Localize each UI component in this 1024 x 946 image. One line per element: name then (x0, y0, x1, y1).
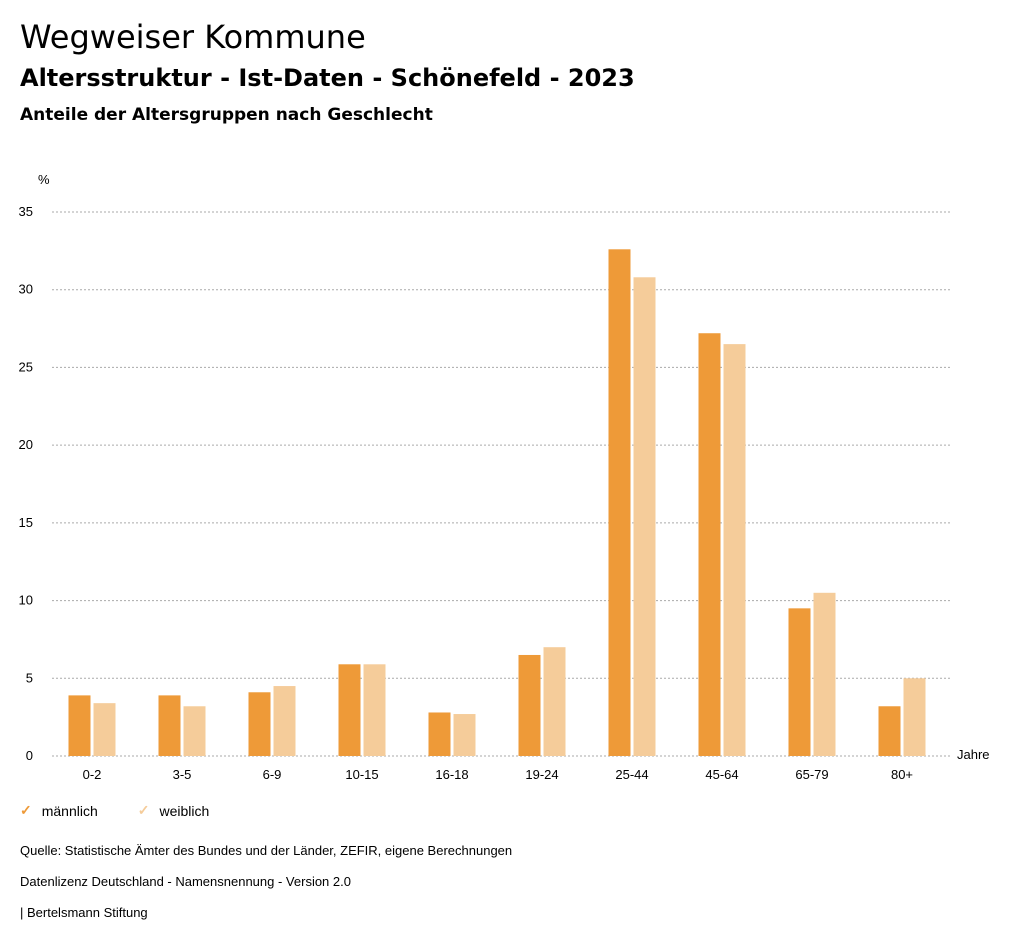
x-tick-label: 65-79 (795, 767, 828, 782)
legend-item-female[interactable]: ✓ weiblich (138, 802, 210, 819)
bar-female[interactable] (453, 714, 476, 756)
bars (68, 249, 926, 756)
y-tick-label: 10 (19, 593, 33, 608)
bar-male[interactable] (608, 249, 631, 756)
legend-label-male: männlich (41, 802, 98, 819)
bar-female[interactable] (813, 592, 836, 756)
bar-male[interactable] (698, 333, 721, 756)
grid-lines (52, 211, 952, 757)
y-axis-ticks: 0 5 10 15 20 25 30 35 (19, 204, 33, 763)
chart-subtitle: Altersstruktur - Ist-Daten - Schönefeld … (20, 64, 635, 92)
bar-female[interactable] (273, 686, 296, 756)
bar-female[interactable] (543, 647, 566, 756)
license-note: Datenlizenz Deutschland - Namensnennung … (20, 874, 351, 889)
y-tick-label: 35 (19, 204, 33, 219)
x-tick-label: 6-9 (263, 767, 282, 782)
check-icon: ✓ (20, 802, 32, 818)
bar-male[interactable] (248, 692, 271, 756)
y-tick-label: 25 (19, 359, 33, 374)
bar-female[interactable] (633, 277, 656, 756)
chart-legend: ✓ männlich ✓ weiblich (20, 802, 209, 819)
x-tick-label: 0-2 (83, 767, 102, 782)
y-tick-label: 0 (26, 748, 33, 763)
bar-female[interactable] (183, 706, 206, 756)
bar-male[interactable] (788, 608, 811, 756)
x-axis-label: Jahre (957, 747, 990, 762)
y-tick-label: 5 (26, 670, 33, 685)
x-tick-label: 25-44 (615, 767, 648, 782)
bar-male[interactable] (68, 695, 91, 756)
bar-male[interactable] (338, 664, 361, 756)
bar-female[interactable] (93, 703, 116, 756)
x-tick-label: 10-15 (345, 767, 378, 782)
x-tick-label: 80+ (891, 767, 913, 782)
x-tick-label: 3-5 (173, 767, 192, 782)
page-title: Wegweiser Kommune (20, 18, 366, 56)
y-tick-label: 20 (19, 437, 33, 452)
bar-male[interactable] (878, 706, 901, 756)
legend-label-female: weiblich (159, 802, 210, 819)
y-tick-label: 30 (19, 282, 33, 297)
bar-male[interactable] (518, 654, 541, 756)
legend-item-male[interactable]: ✓ männlich (20, 802, 98, 819)
x-tick-label: 19-24 (525, 767, 558, 782)
bar-chart: 0 5 10 15 20 25 30 35 0-2 3-5 6-9 10-15 16-18 19-24 2… (19, 172, 990, 782)
bar-male[interactable] (428, 712, 451, 756)
source-note: Quelle: Statistische Ämter des Bundes un… (20, 843, 513, 858)
bar-male[interactable] (158, 695, 181, 756)
chart-description: Anteile der Altersgruppen nach Geschlech… (20, 105, 433, 125)
y-tick-label: 15 (19, 515, 33, 530)
x-tick-label: 45-64 (705, 767, 738, 782)
publisher-note: | Bertelsmann Stiftung (20, 905, 148, 920)
bar-female[interactable] (903, 678, 926, 756)
bar-female[interactable] (723, 344, 746, 756)
x-axis-ticks: 0-2 3-5 6-9 10-15 16-18 19-24 25-44 45-64 65-79 8… (83, 767, 913, 782)
x-tick-label: 16-18 (435, 767, 468, 782)
y-axis-label: % (38, 172, 50, 187)
check-icon: ✓ (137, 802, 150, 818)
bar-female[interactable] (363, 664, 386, 756)
